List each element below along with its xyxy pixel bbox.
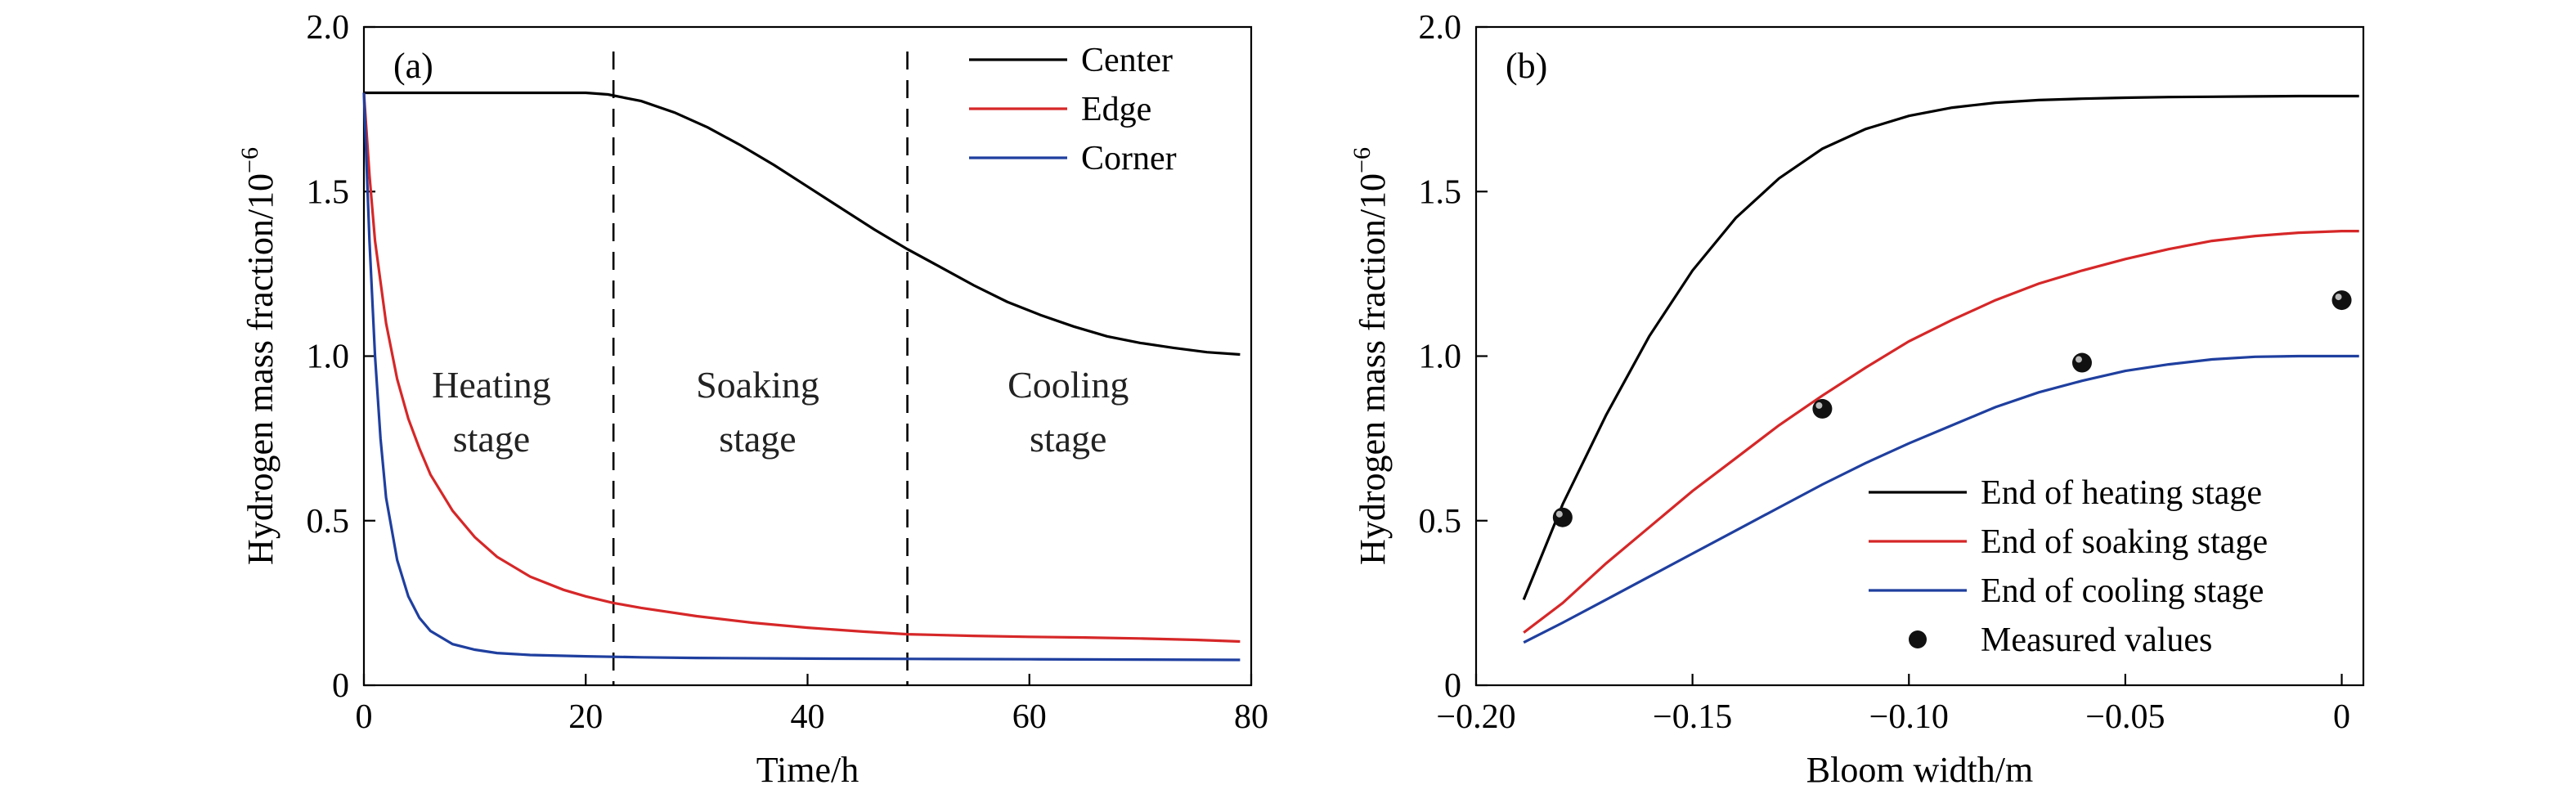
panel-label: (a) [393,46,433,86]
legend-marker [1909,630,1927,648]
legend-label: Edge [1081,91,1151,128]
series-line-edge [362,92,1241,644]
legend-label: End of soaking stage [1981,523,2268,561]
measured-point [2071,352,2092,373]
stage-label-line2: stage [453,418,531,460]
series-line-end-of-soaking-stage [1523,230,2359,634]
y-axis-label: Hydrogen mass fraction/10−6 [236,147,280,565]
y-tick-label: 2.0 [307,9,350,47]
stage-label-line2: stage [1030,418,1107,460]
y-tick-label: 0.5 [307,503,350,541]
x-tick-label: −0.10 [1869,698,1949,736]
measured-point-highlight [2335,294,2342,301]
legend-label: End of heating stage [1981,474,2262,512]
stage-label-line1: Soaking [696,364,819,406]
x-axis-label: Bloom width/m [1806,750,2033,790]
panel-label: (b) [1506,46,1547,86]
legend-label: Corner [1081,140,1177,177]
x-tick-label: 80 [1234,698,1268,736]
measured-point-highlight [2075,356,2082,363]
measured-point [1812,398,1833,419]
x-tick-label: −0.20 [1436,698,1515,736]
legend-label: Measured values [1981,621,2212,659]
legend-label: End of cooling stage [1981,572,2264,610]
x-tick-label: 0 [356,698,373,736]
y-tick-label: 1.5 [1419,173,1462,211]
x-axis-label: Time/h [756,750,859,790]
stage-label-line1: Cooling [1008,364,1129,406]
y-tick-label: 2.0 [1419,9,1462,47]
chart-panel-b: −0.20 −0.15 −0.10 −0.05 0 0 0.5 1.0 1.5 2.0 Bloom … [1349,9,2365,790]
x-tick-label: −0.05 [2085,698,2165,736]
x-tick-label: 60 [1012,698,1047,736]
y-tick-label: 0.5 [1419,503,1462,541]
y-tick-label: 1.5 [307,173,350,211]
series-line-end-of-cooling-stage [1523,354,2359,644]
y-tick-label: 1.0 [1419,339,1462,376]
stage-label-line1: Heating [432,364,551,406]
measured-point [1552,507,1573,527]
series-line-center [364,91,1241,357]
y-axis-label: Hydrogen mass fraction/10−6 [1349,147,1393,565]
y-tick-label: 1.0 [307,339,350,376]
y-tick-label: 0 [332,667,349,705]
series-line-corner [362,92,1241,662]
measured-point-highlight [1555,510,1563,518]
series-line-end-of-heating-stage [1522,94,2359,601]
x-tick-label: 20 [568,698,603,736]
chart-panel-a: 0 20 40 60 80 0 0.5 1.0 1.5 2.0 Time/h Hydrogen mas… [236,9,1268,790]
x-tick-label: −0.15 [1653,698,1732,736]
y-axis-label-text: Hydrogen mass fraction/10 [1353,173,1393,565]
y-axis-label-text: Hydrogen mass fraction/10 [240,173,280,565]
measured-point-highlight [1815,402,1823,409]
legend-label: Center [1081,42,1173,79]
stage-label-line2: stage [719,418,797,460]
x-tick-label: 0 [2333,698,2350,736]
x-tick-label: 40 [791,698,825,736]
y-axis-label-exponent: −6 [1349,147,1376,173]
y-tick-label: 0 [1444,667,1461,705]
y-axis-label-exponent: −6 [236,147,263,173]
measured-point [2331,290,2352,311]
